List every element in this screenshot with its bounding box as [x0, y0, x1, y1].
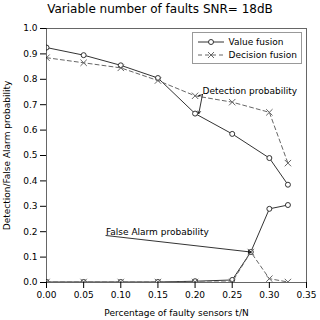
svg-text:Detection/False Alarm probabil: Detection/False Alarm probability: [2, 80, 12, 230]
svg-text:Detection probability: Detection probability: [203, 86, 298, 96]
html-text:Decision fusion: Decision fusion: [228, 49, 297, 60]
svg-text:0.00: 0.00: [36, 290, 56, 300]
svg-text:Percentage of faulty sensors t: Percentage of faulty sensors t/N: [104, 308, 248, 318]
html-text:Value fusion: Value fusion: [228, 36, 284, 47]
svg-text:0.9: 0.9: [23, 49, 38, 59]
svg-text:False Alarm probability: False Alarm probability: [106, 227, 209, 237]
svg-text:0.5: 0.5: [23, 150, 37, 160]
html-text:Variable number of faults SNR=: Variable number of faults SNR= 18dB: [47, 2, 273, 16]
svg-text:0.2: 0.2: [23, 227, 37, 237]
svg-text:0.30: 0.30: [259, 290, 279, 300]
svg-text:0.20: 0.20: [185, 290, 205, 300]
svg-text:0.6: 0.6: [23, 125, 38, 135]
svg-text:0.0: 0.0: [23, 277, 38, 287]
svg-text:0.8: 0.8: [23, 74, 38, 84]
svg-text:0.25: 0.25: [222, 290, 242, 300]
svg-text:0.15: 0.15: [148, 290, 168, 300]
svg-text:1.0: 1.0: [23, 23, 38, 33]
svg-text:0.3: 0.3: [23, 201, 37, 211]
svg-text:0.10: 0.10: [111, 290, 131, 300]
svg-text:0.7: 0.7: [23, 100, 37, 110]
svg-text:0.05: 0.05: [74, 290, 94, 300]
svg-text:0.4: 0.4: [23, 176, 38, 186]
svg-text:0.1: 0.1: [23, 252, 37, 262]
svg-text:0.35: 0.35: [296, 290, 316, 300]
